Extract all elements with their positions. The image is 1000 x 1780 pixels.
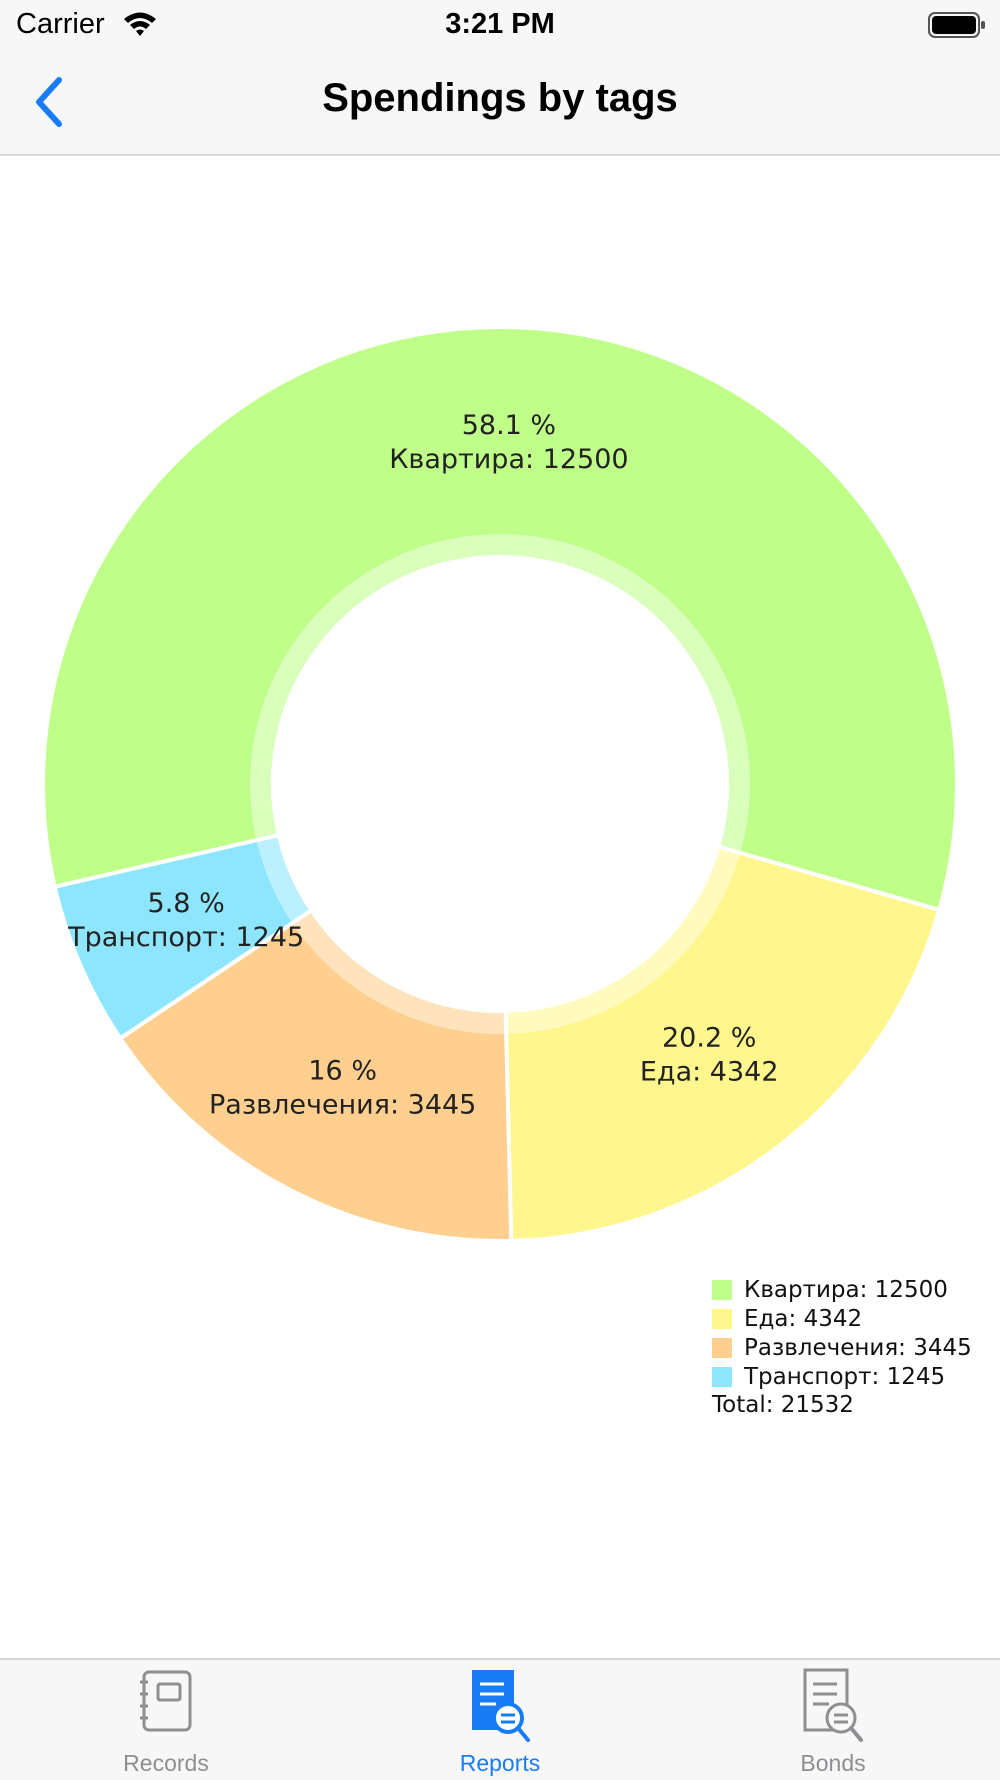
- tab-bar: Records Reports: [0, 1658, 1000, 1780]
- legend-label: Развлечения: 3445: [744, 1334, 972, 1361]
- legend-swatch: [712, 1366, 732, 1387]
- legend-item-eda: Еда: 4342: [712, 1304, 972, 1333]
- legend-total: Total: 21532: [712, 1392, 854, 1418]
- chart-legend: Квартира: 12500 Еда: 4342 Развлечения: 3…: [712, 1275, 972, 1420]
- legend-item-razvlecheniya: Развлечения: 3445: [712, 1333, 972, 1362]
- donut-hole: [275, 559, 725, 1009]
- battery-icon: [928, 12, 986, 43]
- tab-bonds[interactable]: Bonds: [733, 1660, 933, 1780]
- chevron-left-icon: [36, 77, 62, 127]
- status-bar: Carrier 3:21 PM: [0, 0, 1000, 50]
- legend-label: Транспорт: 1245: [744, 1363, 946, 1390]
- slice-label-value: Квартира: 12500: [389, 444, 628, 475]
- legend-label: Еда: 4342: [744, 1305, 863, 1332]
- slice-eda[interactable]: [503, 844, 942, 1243]
- slice-inner-ring: [256, 834, 314, 924]
- slice-label-percent: 58.1 %: [462, 410, 556, 441]
- slice-label-percent: 5.8 %: [148, 888, 225, 919]
- slice-razvlecheniya[interactable]: [117, 907, 514, 1243]
- tab-label: Bonds: [800, 1750, 866, 1776]
- legend-swatch: [712, 1279, 732, 1300]
- slice-transport[interactable]: [52, 832, 315, 1042]
- slice-label-value: Еда: 4342: [640, 1057, 779, 1088]
- slice-label-value: Развлечения: 3445: [209, 1090, 476, 1121]
- navigation-bar: Spendings by tags: [0, 50, 1000, 156]
- tab-reports[interactable]: Reports: [400, 1660, 600, 1780]
- slice-inner-ring: [292, 909, 507, 1034]
- slice-label-value: Транспорт: 1245: [67, 922, 304, 953]
- slice-inner-ring: [505, 845, 741, 1034]
- donut-chart: 58.1 % Квартира: 12500 20.2 % Еда: 4342 16 %…: [0, 156, 1000, 1656]
- legend-item-kvartira: Квартира: 12500: [712, 1275, 972, 1304]
- page-title: Spendings by tags: [322, 76, 678, 120]
- report-search-icon: [400, 1668, 600, 1749]
- slice-label-percent: 20.2 %: [662, 1023, 756, 1054]
- donut-chart-svg: 58.1 %Квартира: 12500 20.2 %Еда: 4342 16 %…: [41, 325, 959, 1243]
- tab-records[interactable]: Records: [66, 1660, 266, 1780]
- status-time: 3:21 PM: [445, 8, 555, 40]
- back-button[interactable]: [18, 72, 78, 132]
- legend-swatch: [712, 1308, 732, 1329]
- slice-kvartira[interactable]: [41, 325, 959, 913]
- legend-label: Квартира: 12500: [744, 1276, 948, 1303]
- carrier-label: Carrier: [16, 8, 105, 40]
- wifi-icon: [122, 10, 158, 43]
- document-search-icon: [733, 1668, 933, 1749]
- tab-label: Records: [123, 1750, 209, 1776]
- notebook-icon: [66, 1668, 266, 1739]
- tab-label: Reports: [459, 1750, 541, 1776]
- legend-item-transport: Транспорт: 1245: [712, 1362, 972, 1391]
- slice-label-percent: 16 %: [308, 1056, 377, 1087]
- legend-swatch: [712, 1337, 732, 1358]
